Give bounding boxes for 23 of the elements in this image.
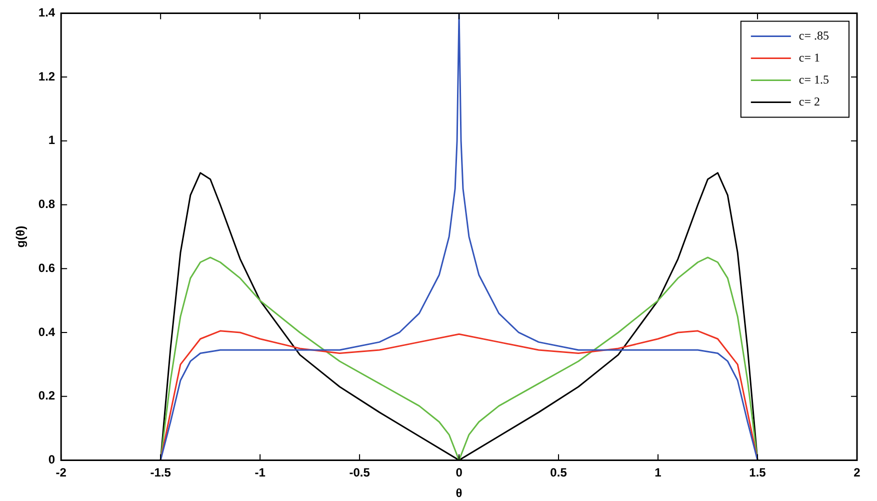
y-tick-label: 0.8 [38,197,56,212]
y-tick-label: 0 [48,452,56,467]
x-tick-label: 0.5 [550,466,568,480]
x-tick-label: 2 [854,466,861,480]
x-tick-label: -0.5 [349,466,370,480]
x-tick-label: 1.5 [749,466,766,480]
y-tick-label: 0.2 [38,388,56,403]
x-tick-label: 1 [654,466,662,480]
x-tick-label: 0 [456,466,463,480]
x-tick-label: -1.5 [150,466,172,480]
x-tick-label: -2 [56,466,67,480]
y-tick-label: 0.4 [38,324,56,339]
legend-label: c= 2 [798,94,820,108]
y-tick-label: 0.6 [38,260,56,275]
legend-label: c= 1.5 [798,72,829,86]
y-tick-label: 1.2 [38,69,56,84]
legend-label: c= .85 [798,28,829,42]
y-tick-label: 1 [48,133,56,148]
y-axis-title: g(θ) [14,226,28,248]
x-axis-title: θ [456,486,462,500]
x-tick-label: -1 [254,466,266,480]
y-tick-label: 1.4 [38,6,56,20]
legend-label: c= 1 [798,50,820,64]
